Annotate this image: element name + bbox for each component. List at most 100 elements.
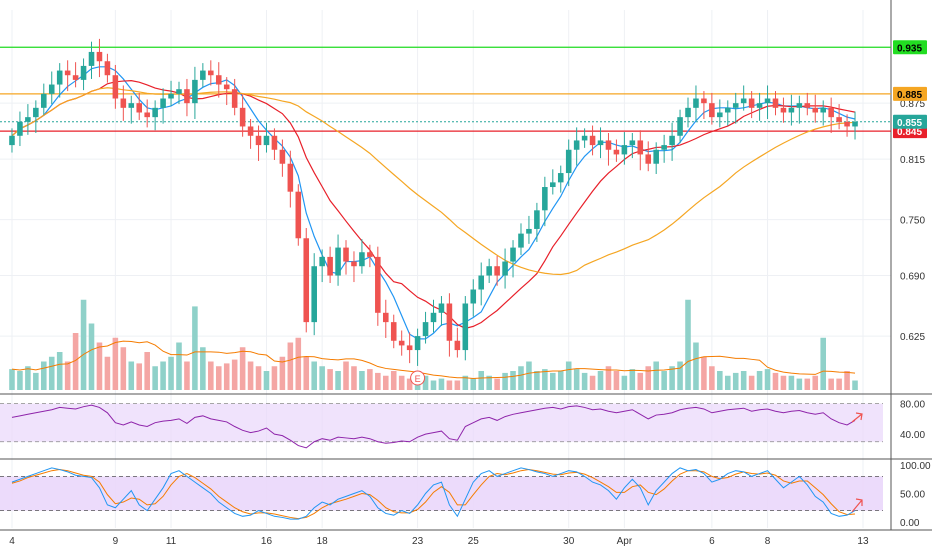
candle xyxy=(748,91,755,119)
candle-body xyxy=(295,191,302,239)
volume-bar xyxy=(382,375,389,390)
candle-body xyxy=(335,247,341,276)
candle-body xyxy=(454,340,461,351)
candle-body xyxy=(382,312,389,323)
candle xyxy=(589,125,596,156)
candle-body xyxy=(852,121,858,127)
candle-body xyxy=(112,75,119,99)
volume-bar xyxy=(589,375,596,390)
volume-bar xyxy=(502,372,508,390)
candle-body xyxy=(152,107,158,118)
candles xyxy=(9,38,858,366)
candle xyxy=(804,92,811,116)
candle xyxy=(176,81,182,105)
candle-body xyxy=(208,70,214,76)
time-tick-label: 8 xyxy=(765,536,771,547)
volume-bar xyxy=(820,337,826,390)
candle xyxy=(430,299,437,333)
candle-body xyxy=(494,266,500,276)
candle-body xyxy=(828,107,834,118)
candle xyxy=(756,92,763,121)
candle-body xyxy=(724,107,731,113)
candle-body xyxy=(677,117,683,136)
candle-body xyxy=(669,135,675,146)
candle xyxy=(200,63,206,88)
candle-body xyxy=(319,256,325,267)
candle-body xyxy=(359,252,365,267)
candle xyxy=(470,279,477,317)
candle xyxy=(677,109,683,144)
candle xyxy=(192,66,198,120)
candle-body xyxy=(756,103,763,108)
volume-bar xyxy=(176,342,182,390)
price-tick-label: 0.690 xyxy=(900,272,925,283)
volume-bar xyxy=(398,375,405,390)
time-tick-label: 18 xyxy=(317,536,329,547)
candle xyxy=(80,58,87,91)
volume-bar xyxy=(120,347,127,390)
volume-bar xyxy=(724,375,731,390)
candle-body xyxy=(709,103,715,118)
volume-bar xyxy=(605,366,612,390)
candle-body xyxy=(518,233,524,248)
price-axis: 0.9350.8750.8150.7500.6900.6250.9350.885… xyxy=(893,40,931,529)
candle xyxy=(215,62,222,98)
volume-bar xyxy=(319,366,325,390)
volume-bar xyxy=(160,361,166,390)
volume-bar xyxy=(677,361,683,390)
candle-body xyxy=(780,107,787,113)
time-tick-label: Apr xyxy=(617,536,633,547)
volume-bar xyxy=(327,369,333,390)
candle-body xyxy=(176,89,182,94)
candle-body xyxy=(534,210,540,229)
candle-body xyxy=(160,98,166,108)
volume-bar xyxy=(41,361,47,390)
stoch-arrow-icon xyxy=(851,498,863,513)
volume-bar xyxy=(287,342,294,390)
candle-body xyxy=(629,140,636,146)
candle-body xyxy=(247,126,254,136)
candle xyxy=(144,99,150,128)
volume-bar xyxy=(184,361,190,390)
candle xyxy=(724,100,731,126)
candle xyxy=(764,85,771,120)
candle xyxy=(152,100,158,131)
candle xyxy=(359,239,365,274)
time-tick-label: 16 xyxy=(261,536,273,547)
candle xyxy=(41,83,47,116)
candle-body xyxy=(390,322,397,341)
candle xyxy=(550,169,556,195)
candle xyxy=(33,100,39,133)
candle xyxy=(17,111,23,147)
volume-bar xyxy=(629,369,636,390)
candle-body xyxy=(80,65,87,80)
volume-bar xyxy=(72,333,79,390)
last-price-badge-bg xyxy=(893,114,927,129)
candle xyxy=(263,122,270,153)
volume-bar xyxy=(740,371,747,390)
candle xyxy=(502,248,508,289)
candle-body xyxy=(120,98,127,108)
candle xyxy=(732,92,739,124)
rsi-arrow-icon xyxy=(851,412,863,423)
candle-body xyxy=(398,340,405,346)
candle xyxy=(709,92,715,125)
candle xyxy=(311,253,317,336)
volume-bar xyxy=(526,361,532,390)
candle-body xyxy=(486,266,492,276)
volume-bar xyxy=(80,299,87,390)
candle xyxy=(96,38,103,78)
candle xyxy=(128,95,135,124)
candle xyxy=(343,240,349,275)
candle xyxy=(573,127,580,166)
candle-body xyxy=(565,149,572,174)
candle-body xyxy=(96,51,103,62)
candle-body xyxy=(621,145,628,155)
volume-bar xyxy=(852,380,858,390)
earnings-marker-label: E xyxy=(415,374,421,384)
level-badge-text: 0.935 xyxy=(897,43,922,54)
level-badge: 0.935 xyxy=(893,40,927,55)
volume-bar xyxy=(33,372,39,390)
